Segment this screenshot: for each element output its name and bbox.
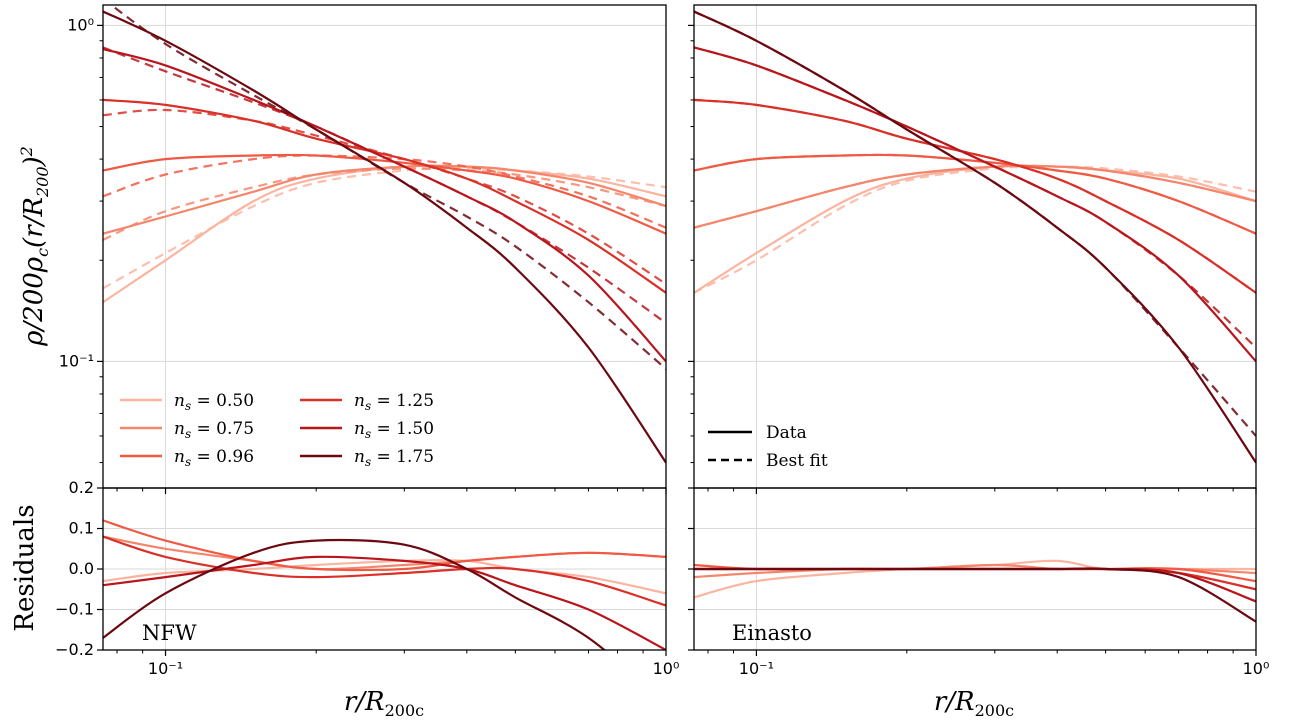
- series-group-bottom: [103, 538, 607, 650]
- residual-line: [103, 555, 666, 650]
- series-group-top: [103, 46, 666, 363]
- residual-line: [103, 538, 607, 650]
- y-tick-label-top: 10⁻¹: [59, 351, 94, 370]
- fit-line: [103, 167, 666, 290]
- residual-line: [103, 535, 666, 607]
- data-line: [694, 153, 1256, 235]
- fit-line: [694, 164, 1256, 229]
- ticks-layer: 10⁻¹ 10⁰ 10⁻¹ 10⁰ 10⁻¹ 10⁰ 0.2 0.1 0.0 −0.1 −0.2: [55, 15, 1269, 678]
- x-tick-label: 10⁰: [1243, 659, 1270, 678]
- data-line: [694, 98, 1256, 294]
- x-axis-label-left: r/R200c: [344, 687, 424, 720]
- data-line: [694, 164, 1256, 294]
- fit-line: [109, 5, 666, 370]
- legend-bestfit-label: Best fit: [766, 451, 828, 471]
- data-line: [103, 10, 666, 464]
- series-group-bottom: [103, 519, 666, 572]
- residual-line: [103, 519, 666, 572]
- fit-line: [694, 165, 1256, 294]
- data-line: [694, 10, 1256, 464]
- series-group-bottom: [694, 567, 1256, 623]
- gridlines: [103, 5, 1257, 651]
- series-group-bottom: [103, 559, 666, 595]
- legend-label: ns = 1.75: [354, 447, 434, 469]
- legend-label: ns = 0.50: [174, 391, 254, 413]
- x-axis-label-right: r/R200c: [934, 687, 1014, 720]
- legend-label: ns = 1.25: [354, 391, 434, 413]
- data-line: [694, 164, 1256, 229]
- y-tick-label-top: 10⁰: [67, 15, 94, 34]
- fit-line: [694, 153, 1256, 235]
- series-group-top: [694, 98, 1256, 294]
- x-tick-label: 10⁰: [653, 659, 680, 678]
- curves-layer: [103, 5, 1256, 650]
- residual-line: [694, 567, 1256, 603]
- panel-tag-nfw: NFW: [142, 621, 197, 645]
- legend-linestyle: Data Best fit: [708, 423, 828, 471]
- series-group-top: [103, 164, 666, 304]
- top-y-axis-label: ρ/200ρc(r/R200)2: [17, 146, 52, 347]
- x-tick-label: 10⁻¹: [148, 659, 183, 678]
- series-group-top: [694, 164, 1256, 294]
- y-tick-label-bottom: 0.0: [69, 559, 94, 578]
- fit-line: [694, 98, 1256, 294]
- legend-data-label: Data: [766, 423, 807, 443]
- data-line: [103, 164, 666, 235]
- series-group-bottom: [103, 555, 666, 650]
- data-line: [103, 164, 666, 304]
- legend-label: ns = 0.96: [174, 447, 254, 469]
- series-group-top: [103, 98, 666, 294]
- y-tick-label-bottom: 0.1: [69, 519, 94, 538]
- y-tick-label-bottom: −0.1: [55, 600, 94, 619]
- series-group-bottom: [694, 567, 1256, 603]
- legend-ns: ns = 0.50 ns = 0.75 ns = 0.96 ns = 1.25 ns =…: [120, 391, 434, 469]
- series-group-bottom: [103, 535, 666, 607]
- data-line: [103, 153, 666, 235]
- fit-line: [103, 167, 666, 241]
- fit-line: [103, 108, 666, 285]
- data-line: [103, 48, 666, 363]
- residual-line: [103, 559, 666, 595]
- y-tick-label-bottom: 0.2: [69, 478, 94, 497]
- fit-line: [103, 46, 666, 324]
- residual-line: [694, 567, 1256, 623]
- data-line: [103, 98, 666, 294]
- fit-line: [103, 154, 666, 229]
- fit-line: [694, 10, 1256, 437]
- data-line: [694, 46, 1256, 363]
- series-group-top: [694, 153, 1256, 235]
- panel-tag-einasto: Einasto: [732, 621, 812, 645]
- x-tick-label: 10⁻¹: [739, 659, 774, 678]
- top-axes-frame: [102, 4, 667, 489]
- series-group-top: [103, 164, 666, 241]
- series-group-top: [694, 46, 1256, 363]
- legend-label: ns = 1.50: [354, 419, 434, 441]
- legend-label: ns = 0.75: [174, 419, 254, 441]
- axes-frames: [102, 4, 1257, 651]
- series-group-top: [103, 5, 666, 464]
- y-tick-label-bottom: −0.2: [55, 640, 94, 659]
- bottom-y-axis-label: Residuals: [10, 504, 40, 631]
- series-group-top: [694, 10, 1256, 464]
- series-group-top: [694, 164, 1256, 229]
